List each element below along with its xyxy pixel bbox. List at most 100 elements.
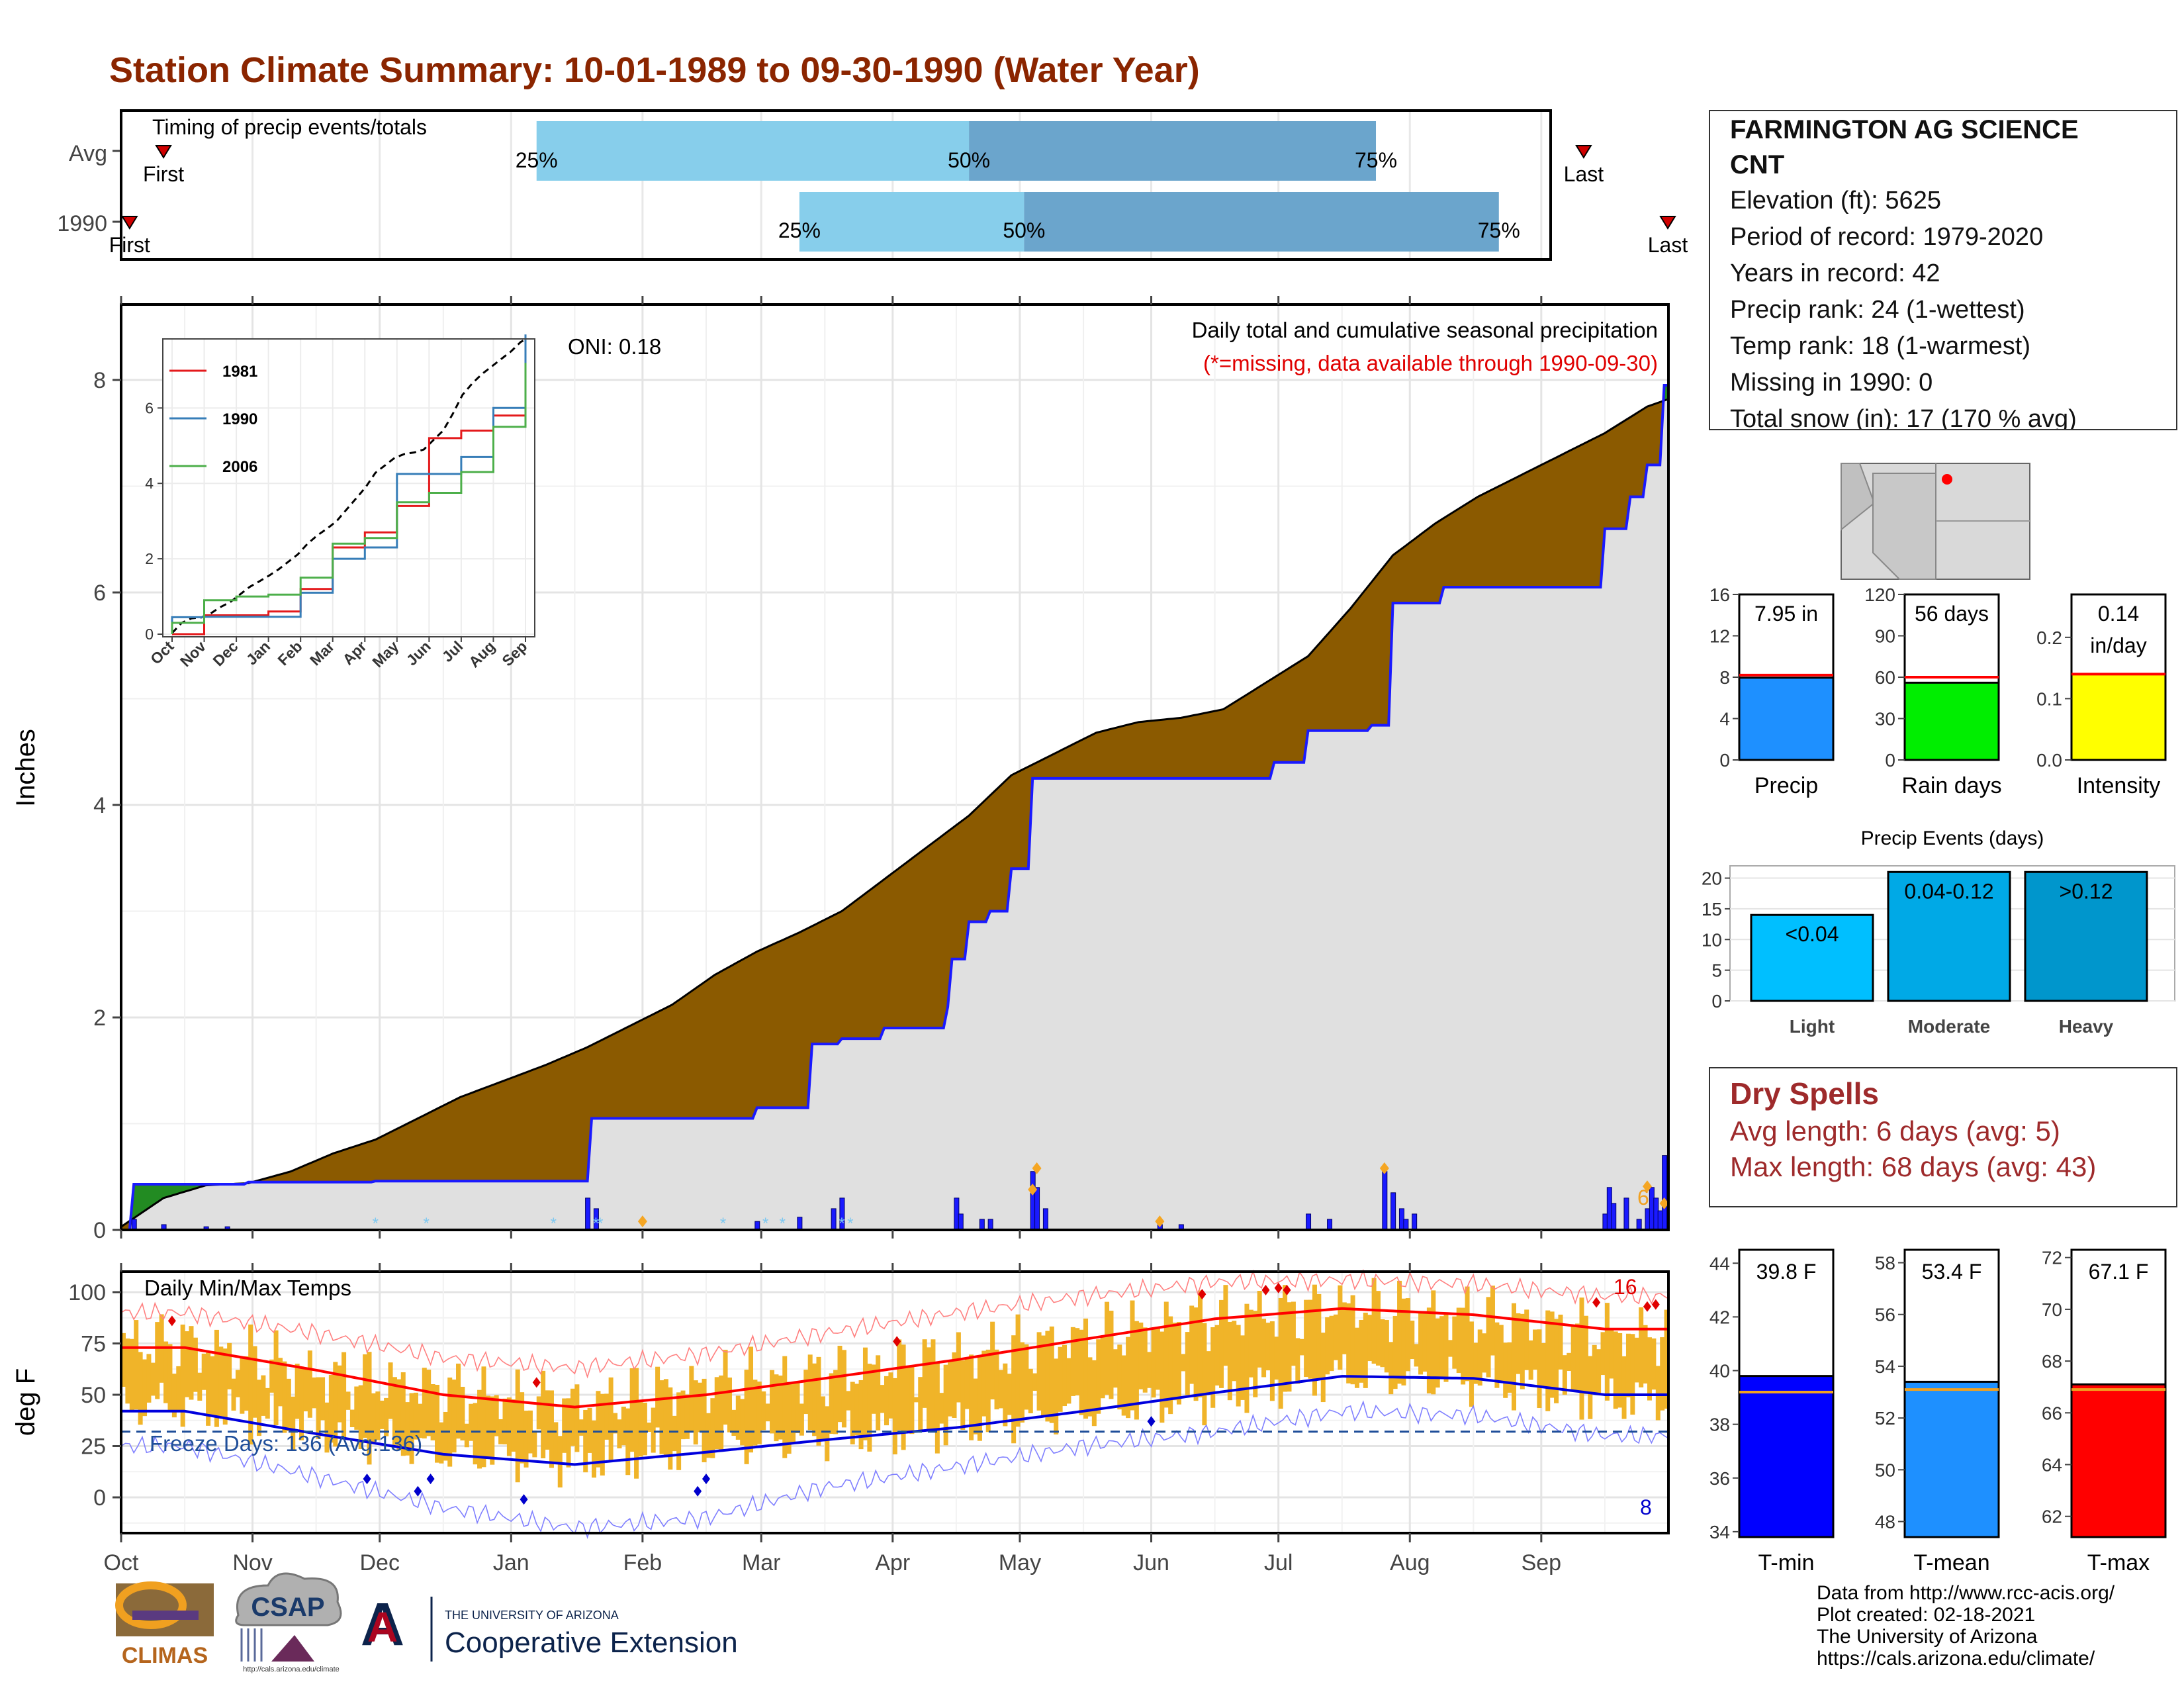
svg-text:A: A [367,1603,398,1651]
temp-daily-bar [265,1387,270,1419]
temp-daily-bar [901,1344,906,1450]
temp-daily-bar [282,1361,287,1433]
precip-daily-bar [1034,1187,1040,1231]
temp-daily-bar [1447,1340,1453,1357]
temp-summary-tick-label: 68 [2042,1351,2062,1372]
ua-logo-big-text: Cooperative Extension [445,1626,738,1659]
temp-average-max-line [121,1307,1668,1409]
summary-bar-tick-label: 12 [1709,626,1730,647]
summary-bar-tick-label: 30 [1875,709,1895,729]
temp-daily-bar [659,1380,664,1454]
snow-marker: * [373,1215,379,1233]
temp-daily-bar [222,1348,228,1425]
precip-heavy-marker [1642,1180,1652,1193]
temp-daily-bar [392,1377,397,1445]
temp-summary-tick-label: 34 [1709,1522,1730,1542]
summary-bar-tick-label: 0 [1719,750,1730,771]
temp-daily-bar [1142,1327,1148,1393]
temp-daily-bar [862,1347,868,1440]
temp-summary-tick-label: 64 [2042,1455,2062,1476]
temp-daily-bar [791,1383,796,1443]
events-bar [1887,870,2011,1002]
temp-daily-bar [358,1385,363,1449]
temp-daily-bar [384,1397,389,1436]
temp-record-max-line [120,1268,1669,1379]
temp-daily-bar [180,1325,185,1427]
temp-daily-bar [608,1377,614,1462]
temp-daily-bar [435,1384,440,1463]
temp-summary-fill [1738,1375,1835,1538]
events-tick-label: 20 [1702,868,1722,889]
temp-count-lo: 8 [1640,1495,1652,1519]
temp-daily-bar [1138,1322,1144,1389]
temp-summary-tick-label: 50 [1875,1460,1895,1480]
temp-summary-value-label: 39.8 F [1756,1260,1817,1284]
temp-daily-bar [782,1356,788,1458]
temp-daily-bar [1647,1337,1652,1401]
temp-daily-bar [409,1393,414,1464]
temp-daily-bar [948,1361,953,1417]
temp-record-low-marker [694,1485,702,1497]
temp-daily-bar [193,1337,198,1392]
temp-summary-bars: 34 36 38 40 42 44 39.8 F T-min 48 50 52 54 56 58 53.4 … [1709,1248,2167,1575]
temp-daily-bar [485,1395,490,1459]
temp-daily-bar [1655,1366,1661,1421]
temp-average-min-line [121,1375,1668,1466]
temp-daily-bar [176,1366,181,1412]
temp-daily-bar [892,1378,897,1455]
temp-daily-bar [206,1352,211,1426]
temp-daily-bar [1045,1331,1050,1422]
month-label: Mar [742,1550,781,1575]
temp-record-high-marker [532,1377,541,1388]
temp-daily-bar [566,1398,571,1468]
temp-daily-bar [129,1338,134,1411]
temp-daily-bar [481,1366,486,1468]
temp-daily-bar [553,1422,559,1465]
temp-daily-bar [638,1402,643,1457]
temp-daily-bar [1533,1329,1538,1370]
temp-summary-tick-label: 42 [1709,1307,1730,1327]
precip-daily-bar [1390,1192,1396,1231]
temp-daily-bar [1443,1314,1449,1382]
temp-daily-bar [1367,1315,1373,1362]
temp-daily-bar [506,1397,512,1456]
temp-daily-bar [456,1363,461,1439]
temp-daily-bar [1269,1321,1275,1401]
precip-daily-bar [131,1219,137,1231]
summary-bar-tick-label: 0.1 [2036,688,2062,709]
temp-daily-bar [1160,1331,1165,1423]
temp-daily-bar [1113,1349,1118,1388]
temp-record-high-marker [1651,1299,1660,1310]
snow-marker: * [597,1215,603,1233]
station-info-box: FARMINGTON AG SCIENCE CNT Elevation (ft)… [1709,110,2177,430]
precip-base-area [121,399,1668,1230]
temp-daily-bar [1214,1325,1220,1386]
temp-daily-bar [541,1370,546,1459]
events-bar-label: >0.12 [2060,879,2113,903]
timing-label-50: 50% [948,148,990,172]
temp-daily-bar [1147,1352,1152,1388]
temp-daily-bar [1363,1313,1368,1388]
timing-marker [1575,145,1592,159]
precip-daily-bar [979,1219,985,1231]
temp-daily-bar [341,1352,347,1440]
temp-daily-bar [494,1395,499,1436]
temp-daily-bar [629,1368,635,1452]
temp-daily-bar [1219,1299,1224,1388]
temp-daily-bar [295,1364,300,1419]
month-label: Nov [232,1550,272,1575]
temp-daily-bar [837,1345,842,1423]
temp-daily-bar [1643,1325,1648,1384]
precip-daily-bar [797,1217,803,1231]
precip-heavy-marker [1659,1197,1669,1209]
temp-daily-bar [303,1368,308,1412]
temp-daily-bar [1376,1291,1381,1366]
temp-daily-bar [1405,1298,1410,1372]
summary-bar-tick-label: 0 [1885,750,1895,771]
temp-daily-bar [1392,1315,1398,1389]
month-label: May [999,1550,1041,1575]
temp-daily-bar [1007,1374,1012,1415]
temp-daily-bar [672,1415,677,1452]
temp-record-low-marker [520,1494,528,1505]
